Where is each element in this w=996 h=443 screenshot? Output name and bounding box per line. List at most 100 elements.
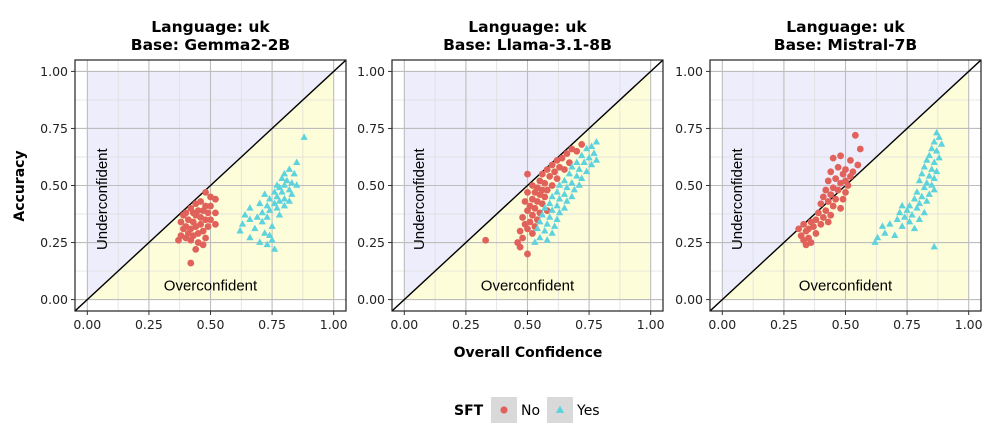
point-no	[519, 214, 526, 221]
legend-marker-no	[500, 406, 508, 414]
x-tick-label: 0.75	[575, 317, 603, 332]
point-no	[519, 234, 526, 242]
point-yes	[573, 158, 581, 165]
point-no	[192, 200, 200, 208]
point-yes	[300, 133, 308, 140]
point-yes	[275, 197, 284, 204]
series-yes	[236, 133, 308, 252]
point-no	[177, 218, 185, 226]
point-no	[187, 236, 195, 244]
point-yes	[285, 185, 293, 193]
point-yes	[536, 233, 544, 241]
point-no	[851, 131, 859, 139]
point-no	[175, 236, 182, 244]
overconfident-label: Overconfident	[481, 277, 575, 294]
point-yes	[275, 210, 284, 218]
point-yes	[278, 174, 286, 181]
point-yes	[935, 133, 943, 140]
point-no	[541, 193, 549, 201]
point-no	[202, 188, 209, 196]
diagonal-reference-line	[392, 60, 663, 311]
point-no	[832, 175, 840, 183]
point-no	[212, 220, 219, 228]
point-yes	[538, 210, 546, 218]
point-yes	[575, 165, 583, 172]
series-no	[482, 141, 586, 258]
point-no	[824, 177, 832, 185]
point-no	[524, 207, 531, 215]
point-yes	[582, 144, 591, 152]
point-yes	[553, 215, 561, 223]
point-yes	[555, 208, 564, 216]
point-yes	[241, 210, 249, 218]
point-no	[524, 225, 531, 233]
point-yes	[582, 167, 591, 175]
point-no	[529, 211, 536, 219]
point-yes	[587, 142, 596, 150]
point-yes	[915, 215, 924, 223]
point-yes	[280, 201, 289, 209]
point-yes	[548, 192, 556, 200]
point-yes	[568, 163, 576, 170]
point-yes	[533, 224, 542, 232]
y-tick-label: 0.75	[40, 121, 68, 136]
point-no	[524, 188, 531, 196]
point-yes	[930, 174, 938, 181]
point-yes	[570, 185, 578, 193]
point-yes	[246, 215, 254, 223]
y-tick-label: 0.75	[675, 121, 703, 136]
point-yes	[585, 153, 593, 161]
y-tick-label: 0.50	[675, 178, 703, 193]
point-no	[817, 200, 825, 208]
point-yes	[553, 201, 561, 209]
point-no	[847, 157, 854, 164]
x-tick-label: 0.50	[832, 317, 860, 332]
point-no	[207, 216, 214, 224]
point-no	[837, 179, 844, 187]
y-tick-label: 1.00	[357, 64, 385, 79]
point-yes	[541, 226, 549, 234]
point-yes	[923, 197, 931, 204]
point-yes	[930, 137, 938, 145]
point-no	[815, 209, 822, 217]
y-tick-label: 0.00	[40, 292, 68, 307]
point-no	[563, 150, 571, 157]
point-yes	[925, 151, 933, 159]
x-tick-label: 0.25	[135, 317, 163, 332]
point-no	[819, 193, 827, 201]
point-yes	[290, 169, 298, 177]
point-yes	[270, 245, 279, 252]
point-yes	[560, 176, 569, 184]
point-yes	[273, 192, 281, 200]
point-yes	[280, 181, 289, 188]
point-no	[541, 179, 549, 187]
point-no	[516, 227, 524, 235]
point-no	[839, 195, 847, 203]
point-no	[548, 161, 556, 169]
y-tick-label: 0.50	[40, 178, 68, 193]
point-no	[800, 220, 808, 228]
point-yes	[886, 220, 894, 227]
x-tick-label: 0.75	[258, 317, 286, 332]
point-yes	[280, 194, 289, 202]
point-yes	[878, 222, 887, 229]
panel-3: Underconfident Overconfident 0.00 0.00 0.25 0…	[675, 18, 982, 332]
point-no	[842, 188, 849, 196]
point-yes	[546, 199, 554, 207]
point-no	[187, 259, 195, 267]
point-no	[827, 191, 835, 199]
point-yes	[256, 238, 264, 245]
y-tick-label: 0.00	[357, 292, 385, 307]
panel-title-language: Language: uk	[786, 18, 905, 36]
point-no	[524, 170, 531, 178]
point-yes	[543, 220, 551, 227]
point-yes	[531, 238, 539, 245]
legend-label-no: No	[521, 403, 540, 419]
y-tick-label: 0.25	[357, 235, 385, 250]
point-yes	[546, 213, 554, 220]
point-yes	[933, 147, 941, 154]
point-no	[202, 216, 209, 224]
x-tick-label: 1.00	[320, 317, 348, 332]
point-yes	[536, 217, 544, 225]
point-yes	[935, 153, 943, 161]
